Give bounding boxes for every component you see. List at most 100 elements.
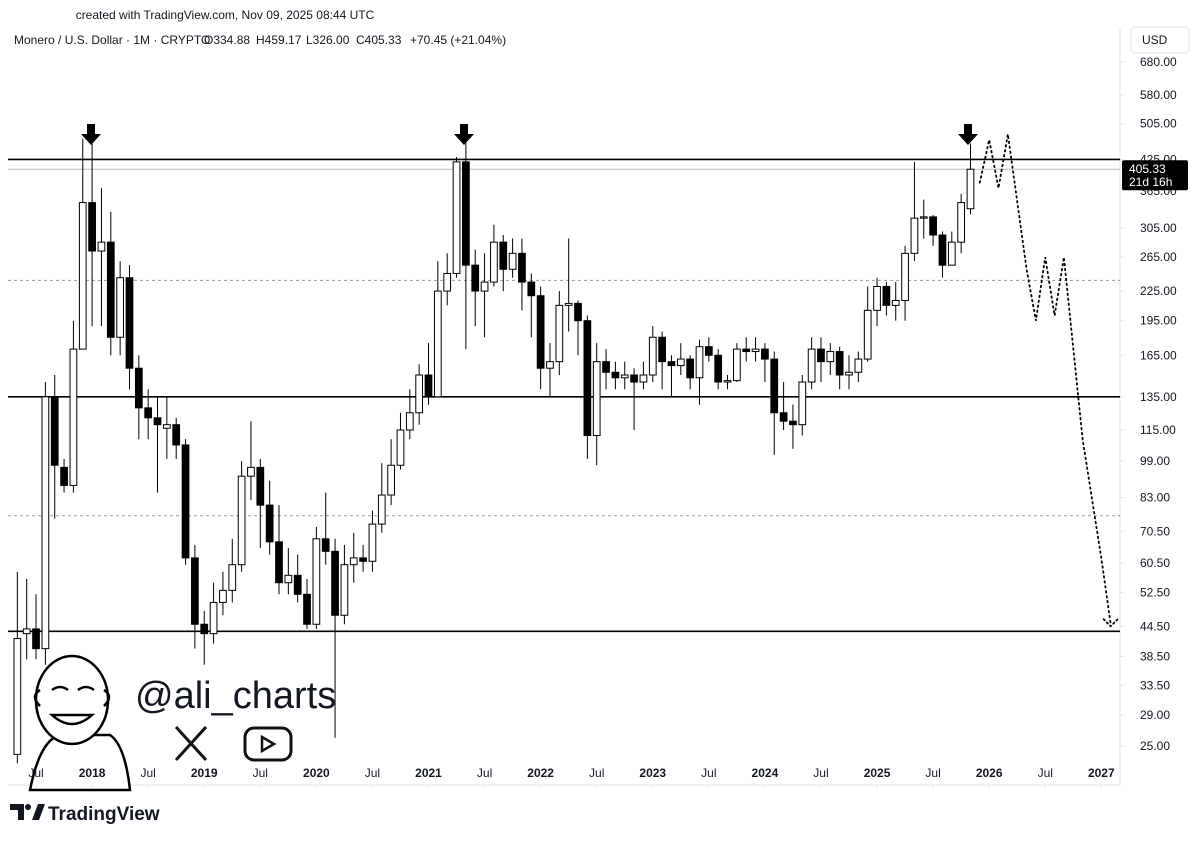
y-tick-label: 135.00: [1140, 390, 1177, 404]
candle-body: [779, 412, 788, 422]
candle-body: [789, 420, 797, 426]
peak-arrows: [81, 124, 978, 145]
candle-body: [957, 202, 966, 243]
x-tick-label: 2022: [527, 766, 554, 780]
arrow: [81, 124, 101, 145]
candle-body: [303, 593, 311, 625]
y-tick-label: 265.00: [1140, 250, 1177, 264]
candle-body: [592, 361, 601, 436]
candle-body: [50, 396, 59, 466]
x-tick-label: 2026: [976, 766, 1003, 780]
arrow: [958, 124, 978, 145]
x-logo[interactable]: [174, 725, 208, 762]
low: L326.00: [306, 33, 350, 47]
candle-body: [265, 504, 274, 543]
x-tick-label: 2023: [639, 766, 666, 780]
x-tick-label: Jul: [701, 766, 716, 780]
candle-body: [200, 623, 209, 635]
candle-body: [144, 407, 153, 419]
x-tick-label: Jul: [28, 766, 43, 780]
price-badge-value: 405.33: [1129, 162, 1166, 176]
candle-body: [854, 358, 863, 373]
brand: TradingView: [48, 804, 160, 825]
candle-body: [13, 638, 22, 755]
candle-body: [546, 361, 554, 369]
candle-body: [620, 374, 629, 379]
candle-body: [256, 466, 265, 506]
candle-body: [377, 494, 386, 525]
currency-box[interactable]: [1130, 26, 1190, 54]
candle-body: [228, 564, 237, 591]
candle-body: [284, 574, 293, 584]
candle-body: [499, 241, 508, 270]
candle-body: [368, 523, 377, 562]
youtube-logo[interactable]: [243, 726, 293, 762]
change: +70.45 (+21.04%): [410, 33, 506, 47]
candle-body: [219, 589, 227, 603]
x-tick-label: Jul: [1038, 766, 1053, 780]
x-tick-label: Jul: [140, 766, 155, 780]
yt-frame: [243, 726, 293, 762]
candle-body: [359, 557, 367, 562]
y-tick-label: 165.00: [1140, 348, 1177, 362]
y-tick-label: 225.00: [1140, 284, 1177, 298]
candle-body: [387, 464, 395, 496]
candle-body: [480, 281, 489, 292]
candle-body: [490, 241, 498, 283]
candle-body: [443, 272, 452, 292]
candle-body: [947, 241, 956, 266]
y-tick-label: 195.00: [1140, 314, 1177, 328]
x-tick-label: Jul: [477, 766, 492, 780]
candle-body: [901, 252, 909, 301]
x-tick-label: 2018: [79, 766, 106, 780]
x-tick-label: 2025: [864, 766, 891, 780]
candle-body: [761, 348, 769, 360]
high: H459.17: [256, 33, 302, 47]
x-tick-label: Jul: [589, 766, 604, 780]
candle-body: [817, 348, 825, 363]
candle-body: [41, 396, 50, 650]
candle-body: [873, 286, 881, 311]
candle-body: [536, 295, 545, 369]
y-tick-label: 99.00: [1140, 454, 1170, 468]
candle-body: [658, 336, 666, 363]
candle-body: [462, 161, 470, 266]
candle-body: [564, 302, 573, 306]
candle-body: [69, 348, 78, 486]
logo-shape: [10, 804, 24, 820]
candle-body: [574, 302, 582, 322]
x-tick-label: Jul: [253, 766, 268, 780]
candle-body: [106, 241, 115, 338]
candle-body: [237, 475, 246, 566]
candle-body: [172, 424, 181, 446]
candle-body: [676, 358, 685, 367]
candle-body: [845, 371, 853, 376]
plot: [8, 134, 1120, 764]
candle-body: [452, 161, 461, 274]
candle-body: [396, 429, 405, 466]
candle-body: [742, 348, 751, 353]
candle-body: [602, 361, 610, 373]
created-note: created with TradingView.com, Nov 09, 20…: [76, 8, 375, 22]
x-tick-label: 2020: [303, 766, 330, 780]
y-tick-label: 33.50: [1140, 678, 1170, 692]
mouth: [48, 713, 96, 726]
candle-body: [518, 252, 526, 283]
candle-body: [97, 241, 106, 252]
candle-body: [209, 601, 218, 635]
candle-body: [733, 348, 741, 382]
candle-body: [826, 351, 835, 363]
candle-body: [770, 358, 779, 414]
x-tick-label: 2027: [1088, 766, 1115, 780]
y-tick-label: 25.00: [1140, 739, 1170, 753]
candle-body: [162, 424, 171, 429]
candle-body: [471, 264, 480, 292]
candle-body: [704, 346, 713, 356]
head: [34, 654, 110, 746]
candle-body: [938, 234, 947, 266]
candle-body: [508, 252, 517, 270]
y-tick-label: 38.50: [1140, 650, 1170, 664]
candle-body: [648, 336, 657, 376]
candle-body: [527, 281, 536, 297]
y-tick-label: 70.50: [1140, 524, 1170, 538]
